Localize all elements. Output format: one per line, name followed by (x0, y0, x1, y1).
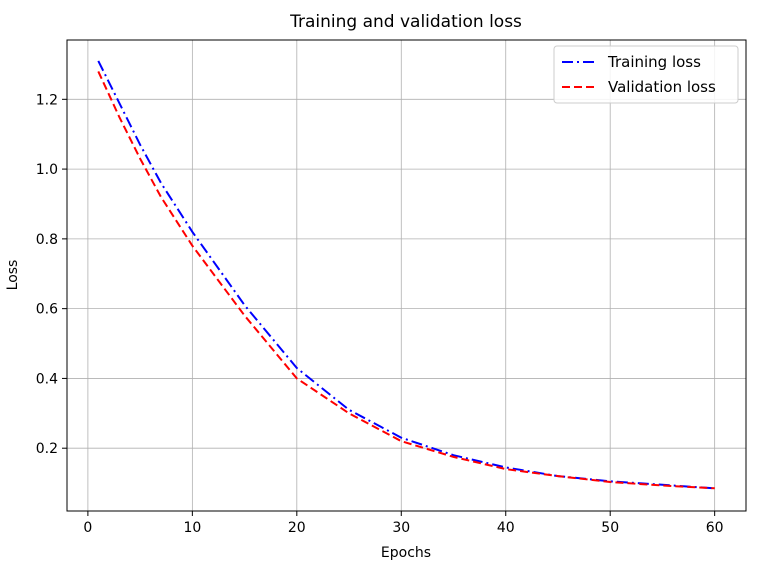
legend: Training loss Validation loss (553, 45, 739, 104)
y-tick-label: 0.8 (36, 232, 58, 248)
legend-box (553, 45, 739, 104)
y-axis-ticks: 0.2 0.4 0.6 0.8 1.0 1.2 (36, 92, 67, 457)
x-tick-label: 40 (497, 520, 515, 536)
chart-title: Training and validation loss (289, 12, 522, 32)
y-tick-label: 0.4 (36, 371, 58, 387)
y-tick-label: 1.2 (36, 92, 58, 108)
series-line-validation-loss (97, 70, 715, 490)
x-tick-label: 20 (288, 520, 306, 536)
plot-frame (66, 39, 747, 512)
x-axis-label: Epochs (381, 545, 431, 561)
x-tick-label: 50 (601, 520, 619, 536)
y-tick-label: 0.6 (36, 302, 58, 318)
series-line-training-loss (97, 60, 715, 490)
x-axis-ticks: 0 10 20 30 40 50 60 (83, 511, 724, 536)
x-tick-label: 0 (83, 520, 92, 536)
x-tick-label: 10 (183, 520, 201, 536)
y-axis-label: Loss (5, 260, 21, 291)
x-tick-label: 60 (706, 520, 724, 536)
y-tick-label: 0.2 (36, 441, 58, 457)
legend-validation-loss-label: Validation loss (608, 78, 716, 96)
series-layer (97, 60, 715, 490)
legend-training-loss-label: Training loss (607, 53, 701, 71)
y-tick-label: 1.0 (36, 162, 58, 178)
grid-lines (67, 40, 746, 511)
x-tick-label: 30 (392, 520, 410, 536)
